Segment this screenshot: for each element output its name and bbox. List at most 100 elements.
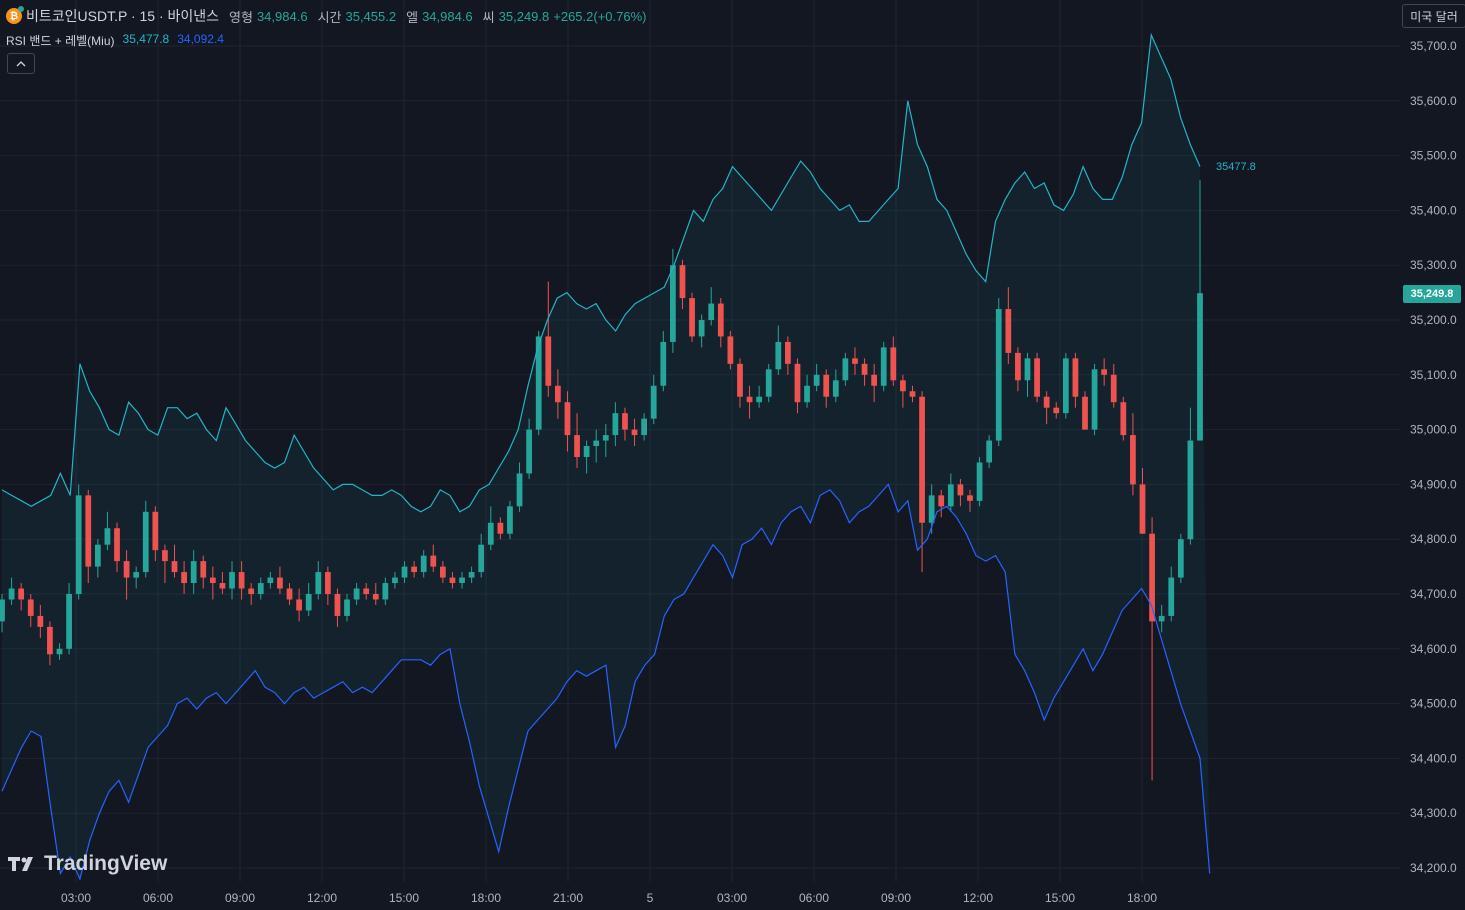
candle [104, 511, 111, 551]
candle-body [104, 528, 111, 545]
candle-body [1005, 309, 1012, 353]
candle [372, 583, 379, 605]
collapse-legend-button[interactable] [7, 53, 35, 74]
candle-body [564, 402, 571, 436]
candle-body [47, 626, 53, 655]
y-tick-label: 35,400.0 [1410, 203, 1457, 217]
candle-body [909, 391, 916, 397]
candle [756, 385, 763, 408]
candle-body [315, 572, 322, 594]
candle [612, 402, 619, 447]
candle-body [459, 577, 465, 584]
candle-body [0, 599, 5, 622]
candle [459, 572, 465, 589]
candle-body [574, 435, 580, 457]
candle-body [229, 572, 235, 589]
candle [305, 583, 312, 616]
candle-body [114, 528, 120, 562]
candle [976, 457, 983, 507]
rsi-upper-band-line [1, 32, 1201, 513]
candle-body [123, 561, 130, 578]
candle-body [1015, 352, 1021, 381]
candle-body [401, 566, 408, 578]
candle-body [631, 429, 638, 436]
y-tick-label: 34,900.0 [1410, 477, 1457, 491]
candle-body [880, 347, 887, 386]
candle-body [1177, 539, 1184, 578]
candle [1034, 352, 1040, 403]
candle-body [363, 588, 370, 594]
candle-body [411, 566, 417, 573]
candle-body [324, 572, 331, 594]
high-value: 35,455.2 [345, 8, 397, 24]
candle [679, 259, 686, 310]
candle [171, 544, 178, 578]
candle [209, 566, 216, 600]
candle-body [85, 495, 92, 567]
candle [344, 594, 350, 622]
candle [708, 287, 715, 326]
candle [574, 413, 580, 468]
candle-body [737, 363, 743, 397]
candle-body [900, 380, 906, 392]
candle-body [842, 358, 849, 381]
candle-body [1072, 358, 1079, 397]
candle [1158, 604, 1165, 633]
candle-body [516, 473, 523, 507]
candle [535, 330, 542, 436]
x-tick-label: 15:00 [1045, 891, 1075, 905]
candle-body [1149, 533, 1155, 622]
candle [1043, 391, 1050, 425]
candle [190, 550, 197, 594]
candle [0, 594, 5, 633]
indicator-name[interactable]: RSI 밴드 + 레벨(Miu) [6, 34, 115, 48]
candle-body [257, 583, 264, 594]
chart-grid [0, 0, 1400, 882]
candle [238, 561, 245, 600]
candle-body [727, 336, 734, 364]
candle-body [8, 588, 15, 600]
candle [880, 341, 887, 392]
candle-body [708, 303, 715, 320]
candle-body [554, 385, 561, 403]
currency-button[interactable]: 미국 달러 [1402, 4, 1465, 28]
candle [439, 561, 446, 584]
candle [526, 418, 532, 479]
candle [957, 478, 964, 507]
y-tick-label: 34,700.0 [1410, 587, 1457, 601]
candle [967, 489, 973, 512]
tradingview-logo[interactable]: TradingView [8, 852, 167, 876]
high-label: 시간 [317, 9, 342, 25]
candle-body [660, 341, 667, 386]
candle [27, 594, 34, 627]
candle-body [1062, 358, 1069, 414]
candle-body [804, 385, 810, 403]
candle-body [641, 418, 648, 436]
candle [200, 555, 207, 589]
candle [56, 643, 63, 660]
x-tick-label: 09:00 [225, 891, 255, 905]
y-tick-label: 35,100.0 [1410, 368, 1457, 382]
candle-body [976, 462, 983, 501]
candle-body [305, 594, 312, 611]
symbol-title[interactable]: 비트코인USDT.P · 15 · 바이낸스 [26, 8, 220, 24]
candle-body [392, 577, 398, 584]
candle [516, 462, 523, 512]
candle-body [430, 555, 437, 567]
candle-body [286, 588, 293, 600]
candle [468, 566, 475, 584]
candle [507, 500, 513, 540]
y-tick-label: 35,700.0 [1410, 39, 1457, 53]
candle [1072, 352, 1079, 408]
candle-body [468, 572, 475, 578]
candle [334, 588, 341, 627]
candle-body [1082, 396, 1088, 430]
candle [8, 577, 15, 605]
candle-body [583, 446, 590, 457]
candle [727, 330, 734, 370]
candle-body [1091, 369, 1098, 430]
candle-body [344, 599, 350, 616]
candle-body [1139, 484, 1146, 534]
tradingview-icon [8, 857, 33, 871]
